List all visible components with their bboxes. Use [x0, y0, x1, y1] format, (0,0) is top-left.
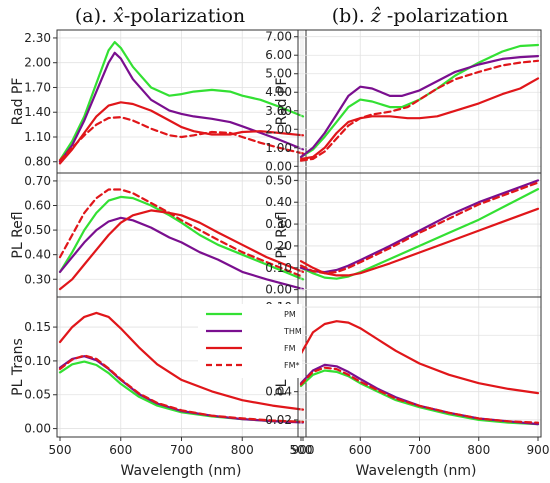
x-tick-label: 500 [49, 443, 72, 457]
y-tick-label: 1.10 [24, 130, 51, 144]
y-tick-label: 7.00 [265, 30, 292, 44]
x-tick-label: 800 [467, 443, 490, 457]
series-line-fmstar [299, 59, 540, 162]
series-line-pm [299, 188, 540, 280]
panel-1-0: 0.00 1.00 2.00 3.00 4.00 5.00 6.00 7.00 Rad PF [265, 29, 542, 174]
y-tick-label: 2.00 [265, 122, 292, 136]
y-tick-label: 2.00 [24, 56, 51, 70]
legend-label: FM* [284, 361, 300, 370]
series-line-fm [58, 101, 305, 165]
legend-box [198, 304, 302, 378]
plot-frame [56, 296, 307, 438]
x-tick-label: 800 [231, 443, 254, 457]
y-tick-label: 2.30 [24, 31, 51, 45]
series-line-fmstar [58, 116, 305, 162]
y-tick-label: 0.00 [265, 159, 292, 173]
y-tick-label: 0.02 [265, 413, 292, 427]
y-tick-label: 0.50 [24, 223, 51, 237]
x-tick-label: 600 [349, 443, 372, 457]
y-axis-label: Rad PF [10, 78, 26, 126]
legend-label: PM [284, 310, 296, 319]
y-tick-label: 0.10 [24, 354, 51, 368]
y-tick-label: 0.20 [265, 239, 292, 253]
series-line-fm [58, 209, 305, 291]
y-tick-label: 0.70 [24, 174, 51, 188]
y-tick-label: 1.00 [265, 141, 292, 155]
panel-0-2: 0.00 0.05 0.10 0.15 500 600 700 800 900 PL Trans [10, 296, 315, 457]
series-line-fm [58, 311, 305, 411]
y-tick-label: 0.04 [265, 385, 292, 399]
series-line-fmstar [299, 181, 540, 275]
y-tick-label: 1.70 [24, 80, 51, 94]
y-tick-label: 0.30 [24, 272, 51, 286]
y-tick-label: 6.00 [265, 48, 292, 62]
x-tick-label: 700 [170, 443, 193, 457]
y-tick-label: 0.40 [24, 248, 51, 262]
title-b: (b). ẑ -polarization [332, 5, 508, 27]
y-axis-label: Rad PF [274, 78, 290, 126]
series-line-fm [299, 320, 540, 395]
series-line-pm [58, 195, 305, 281]
panel-0-1: 0.30 0.40 0.50 0.60 0.70 PL Refl [10, 172, 307, 298]
legend-label: FM [284, 344, 296, 353]
y-tick-label: 1.40 [24, 105, 51, 119]
title-a: (a). x̂-polarization [75, 5, 245, 27]
y-tick-label: 0.00 [265, 283, 292, 297]
y-tick-label: 0.15 [24, 320, 51, 334]
panel-1-2: 0.020.040.060.080.10500600700800900PL Tr… [265, 296, 550, 457]
series-line-thm [58, 51, 305, 163]
x-tick-label: 600 [109, 443, 132, 457]
x-tick-label: 700 [408, 443, 431, 457]
panel-0-0: 0.80 1.10 1.40 1.70 2.00 2.30 Rad PF [10, 29, 307, 174]
series-line-pm [58, 41, 305, 162]
legend: PM THM FM FM* [198, 304, 302, 378]
series-line-pm [299, 43, 540, 159]
x-axis-label-a: Wavelength (nm) [121, 463, 242, 479]
panel-1-1: 0.00 0.10 0.20 0.30 0.40 0.50 PL Refl [265, 172, 542, 298]
y-tick-label: 0.60 [24, 199, 51, 213]
y-axis-label: PL Refl [274, 211, 290, 258]
y-tick-label: 0.80 [24, 155, 51, 169]
y-tick-label: 5.00 [265, 67, 292, 81]
y-tick-label: 4.00 [265, 85, 292, 99]
legend-label: THM [283, 327, 302, 336]
series-line-thm [58, 216, 305, 291]
y-tick-label: 0.05 [24, 388, 51, 402]
series-line-fm [299, 77, 540, 160]
series-line-thm [299, 55, 540, 159]
x-tick-label: 900 [527, 443, 550, 457]
series-line-fmstar [58, 188, 305, 278]
y-tick-label: 0.30 [265, 217, 292, 231]
series-line-fmstar [299, 366, 540, 424]
y-tick-label: 0.50 [265, 173, 292, 187]
x-tick-label: 900 [292, 443, 315, 457]
y-tick-label: 0.10 [265, 261, 292, 275]
y-axis-label: PL Trans [10, 338, 26, 396]
series-line-pm [299, 369, 540, 426]
series-line-fmstar [58, 354, 305, 423]
x-axis-label-b: Wavelength (nm) [356, 463, 477, 479]
x-tick-label: 500 [290, 443, 313, 457]
y-axis-label: PL Refl [10, 211, 26, 258]
y-tick-label: 0.00 [24, 422, 51, 436]
y-tick-label: 3.00 [265, 104, 292, 118]
y-tick-label: 0.40 [265, 195, 292, 209]
